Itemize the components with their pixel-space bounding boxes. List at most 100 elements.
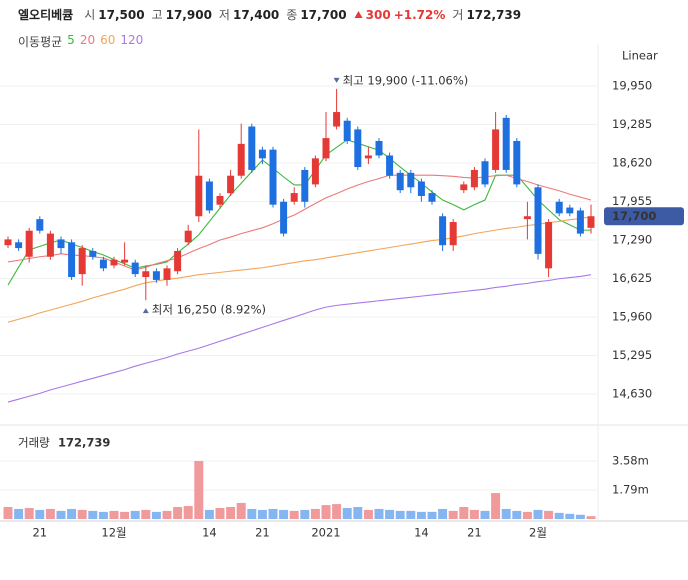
candle-body	[333, 112, 341, 127]
volume-bar	[321, 505, 331, 519]
last-price-label: 17,700	[612, 209, 656, 223]
x-tick-label: 21	[32, 526, 47, 540]
scale-label: Linear	[622, 49, 658, 63]
volume-value: 172,739	[58, 436, 110, 450]
candle-body	[4, 239, 12, 246]
ma-legend-entry: 5	[67, 33, 75, 47]
volume-bar	[98, 511, 108, 519]
candle-body	[174, 250, 182, 272]
low-annotation: 최저 16,250 (8.92%)	[152, 303, 266, 317]
up-arrow	[354, 11, 363, 18]
candle-body	[227, 175, 235, 194]
candle-body	[195, 175, 203, 217]
candle-body	[68, 242, 76, 278]
volume-bar	[459, 507, 469, 519]
volume-bar	[300, 509, 310, 519]
candle-body	[142, 271, 150, 278]
volume-bar	[77, 509, 87, 519]
candle-body	[396, 172, 404, 191]
volume-bar	[257, 509, 267, 519]
header-value: 17,900	[165, 7, 212, 22]
candle-body	[555, 201, 563, 214]
candle-body	[15, 242, 23, 249]
volume-bar	[130, 510, 140, 519]
volume-bar	[512, 510, 522, 519]
header-label: 고	[151, 8, 163, 22]
volume-bar	[88, 510, 98, 519]
high-marker	[333, 77, 340, 83]
candle-body	[311, 158, 319, 185]
candle-body	[534, 187, 542, 254]
candle-body	[439, 216, 447, 246]
volume-bar	[194, 460, 204, 519]
candle-body	[280, 201, 288, 234]
volume-bar	[332, 504, 342, 519]
volume-bar	[565, 513, 575, 519]
x-tick-label: 2021	[311, 526, 340, 540]
x-tick-label: 2월	[529, 526, 547, 540]
volume-bar	[438, 508, 448, 519]
candle-body	[57, 239, 65, 249]
volume-bar	[289, 510, 299, 519]
y-tick-label: 15,960	[612, 309, 652, 323]
ma-legend: 이동평균 5 20 60 120	[18, 33, 143, 50]
volume-bar	[204, 509, 214, 519]
volume-bar	[109, 510, 119, 519]
volume-bar	[310, 508, 320, 519]
volume-bar	[575, 514, 585, 519]
y-tick-label: 17,290	[612, 232, 652, 246]
volume-bar	[215, 507, 225, 519]
candle-body	[375, 140, 383, 156]
candle-body	[269, 149, 277, 205]
volume-bar	[56, 510, 66, 519]
candle-body	[131, 262, 139, 275]
header-label: 저	[218, 8, 230, 22]
volume-bar	[522, 511, 532, 519]
x-tick-label: 21	[467, 526, 482, 540]
candle-body	[301, 169, 309, 202]
candle-body	[121, 259, 129, 263]
header: 엘오티베큠 시 17,500 고 17,900 저 17,400 종 17,700 300 +1.7…	[18, 6, 521, 23]
volume-bar	[342, 507, 352, 519]
volume-bar	[385, 509, 395, 519]
candle-body	[163, 268, 171, 280]
header-value: 17,700	[300, 7, 347, 22]
y-tick-label: 18,620	[612, 155, 652, 169]
header-value: 17,400	[232, 7, 280, 22]
change-percent: +1.72%	[393, 7, 446, 22]
volume-bar	[35, 509, 45, 519]
candle-body	[470, 169, 478, 188]
candle-body	[184, 230, 192, 243]
volume-bar	[554, 512, 564, 519]
volume-bar	[544, 510, 554, 519]
candle-body	[89, 250, 97, 257]
x-tick-label: 21	[255, 526, 270, 540]
volume-bar	[480, 510, 490, 519]
volume-bar	[586, 516, 596, 519]
high-annotation: 최고 19,900 (-11.06%)	[343, 73, 469, 87]
candle-body	[258, 149, 266, 159]
header-label: 종	[286, 8, 298, 22]
candle-body	[46, 233, 54, 257]
header-label: 거	[452, 8, 464, 22]
candle-body	[216, 195, 224, 205]
candle-body	[25, 230, 33, 257]
candle-body	[364, 155, 372, 159]
ma-legend-entry: 20	[79, 33, 96, 47]
volume-bar	[120, 511, 130, 519]
volume-tick-label: 1.79m	[612, 482, 649, 496]
candle-body	[237, 143, 245, 176]
volume-bar	[24, 507, 34, 519]
volume-bar	[533, 509, 543, 519]
volume-tick-label: 3.58m	[612, 453, 649, 467]
volume-bar	[3, 507, 13, 519]
volume-bar	[279, 509, 289, 519]
candle-body	[545, 222, 553, 269]
ma-label: 이동평균	[18, 35, 63, 49]
volume-bar	[268, 508, 278, 519]
volume-label: 거래량	[18, 436, 50, 450]
change-value: 300	[365, 7, 391, 22]
candle-body	[322, 138, 330, 159]
volume-bar	[353, 507, 363, 519]
volume-bar	[14, 508, 24, 519]
